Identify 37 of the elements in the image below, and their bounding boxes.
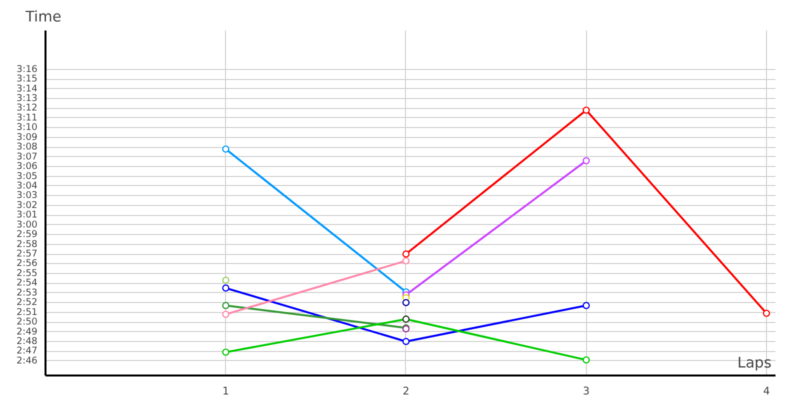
y-tick-label: 3:16 (16, 64, 38, 75)
y-tick-label: 2:50 (16, 316, 38, 328)
y-tick-label: 3:14 (16, 83, 38, 94)
y-axis-title: Time (24, 8, 62, 26)
x-tick-label: 1 (222, 384, 230, 398)
y-tick-label: 3:10 (16, 122, 38, 134)
x-tick-label: 2 (402, 384, 410, 398)
y-tick-label: 2:54 (16, 278, 38, 289)
y-tick-label: 3:11 (16, 112, 38, 124)
y-tick-label: 3:09 (16, 132, 38, 143)
y-tick-label: 2:59 (16, 229, 38, 240)
y-tick-label: 3:01 (16, 210, 38, 221)
y-tick-label: 3:02 (16, 200, 38, 211)
y-tick-label: 3:03 (16, 190, 38, 202)
y-tick-label: 3:15 (16, 74, 38, 85)
y-tick-label: 2:55 (16, 268, 38, 279)
y-tick-label: 2:46 (16, 355, 38, 366)
y-tick-label: 3:05 (16, 170, 38, 182)
x-tick-label: 3 (582, 384, 590, 398)
y-tick-label: 2:56 (16, 258, 38, 270)
y-tick-label: 2:51 (16, 306, 38, 318)
y-tick-label: 3:13 (16, 93, 38, 104)
y-tick-label: 3:08 (16, 142, 38, 153)
y-tick-label: 2:48 (16, 336, 38, 347)
y-tick-label: 3:04 (16, 180, 38, 192)
y-tick-label: 2:57 (16, 248, 38, 260)
y-tick-label: 3:07 (16, 151, 38, 162)
y-tick-label: 3:12 (16, 102, 38, 114)
y-tick-label: 2:49 (16, 326, 38, 338)
y-tick-label: 2:58 (16, 238, 38, 250)
y-tick-label: 2:47 (16, 346, 38, 357)
x-tick-label: 4 (763, 384, 770, 398)
x-axis-title: Laps (737, 354, 772, 372)
y-tick-label: 3:06 (16, 161, 38, 172)
y-tick-label: 2:53 (16, 287, 38, 298)
y-tick-label: 2:52 (16, 297, 38, 308)
y-tick-label: 3:00 (16, 219, 38, 230)
